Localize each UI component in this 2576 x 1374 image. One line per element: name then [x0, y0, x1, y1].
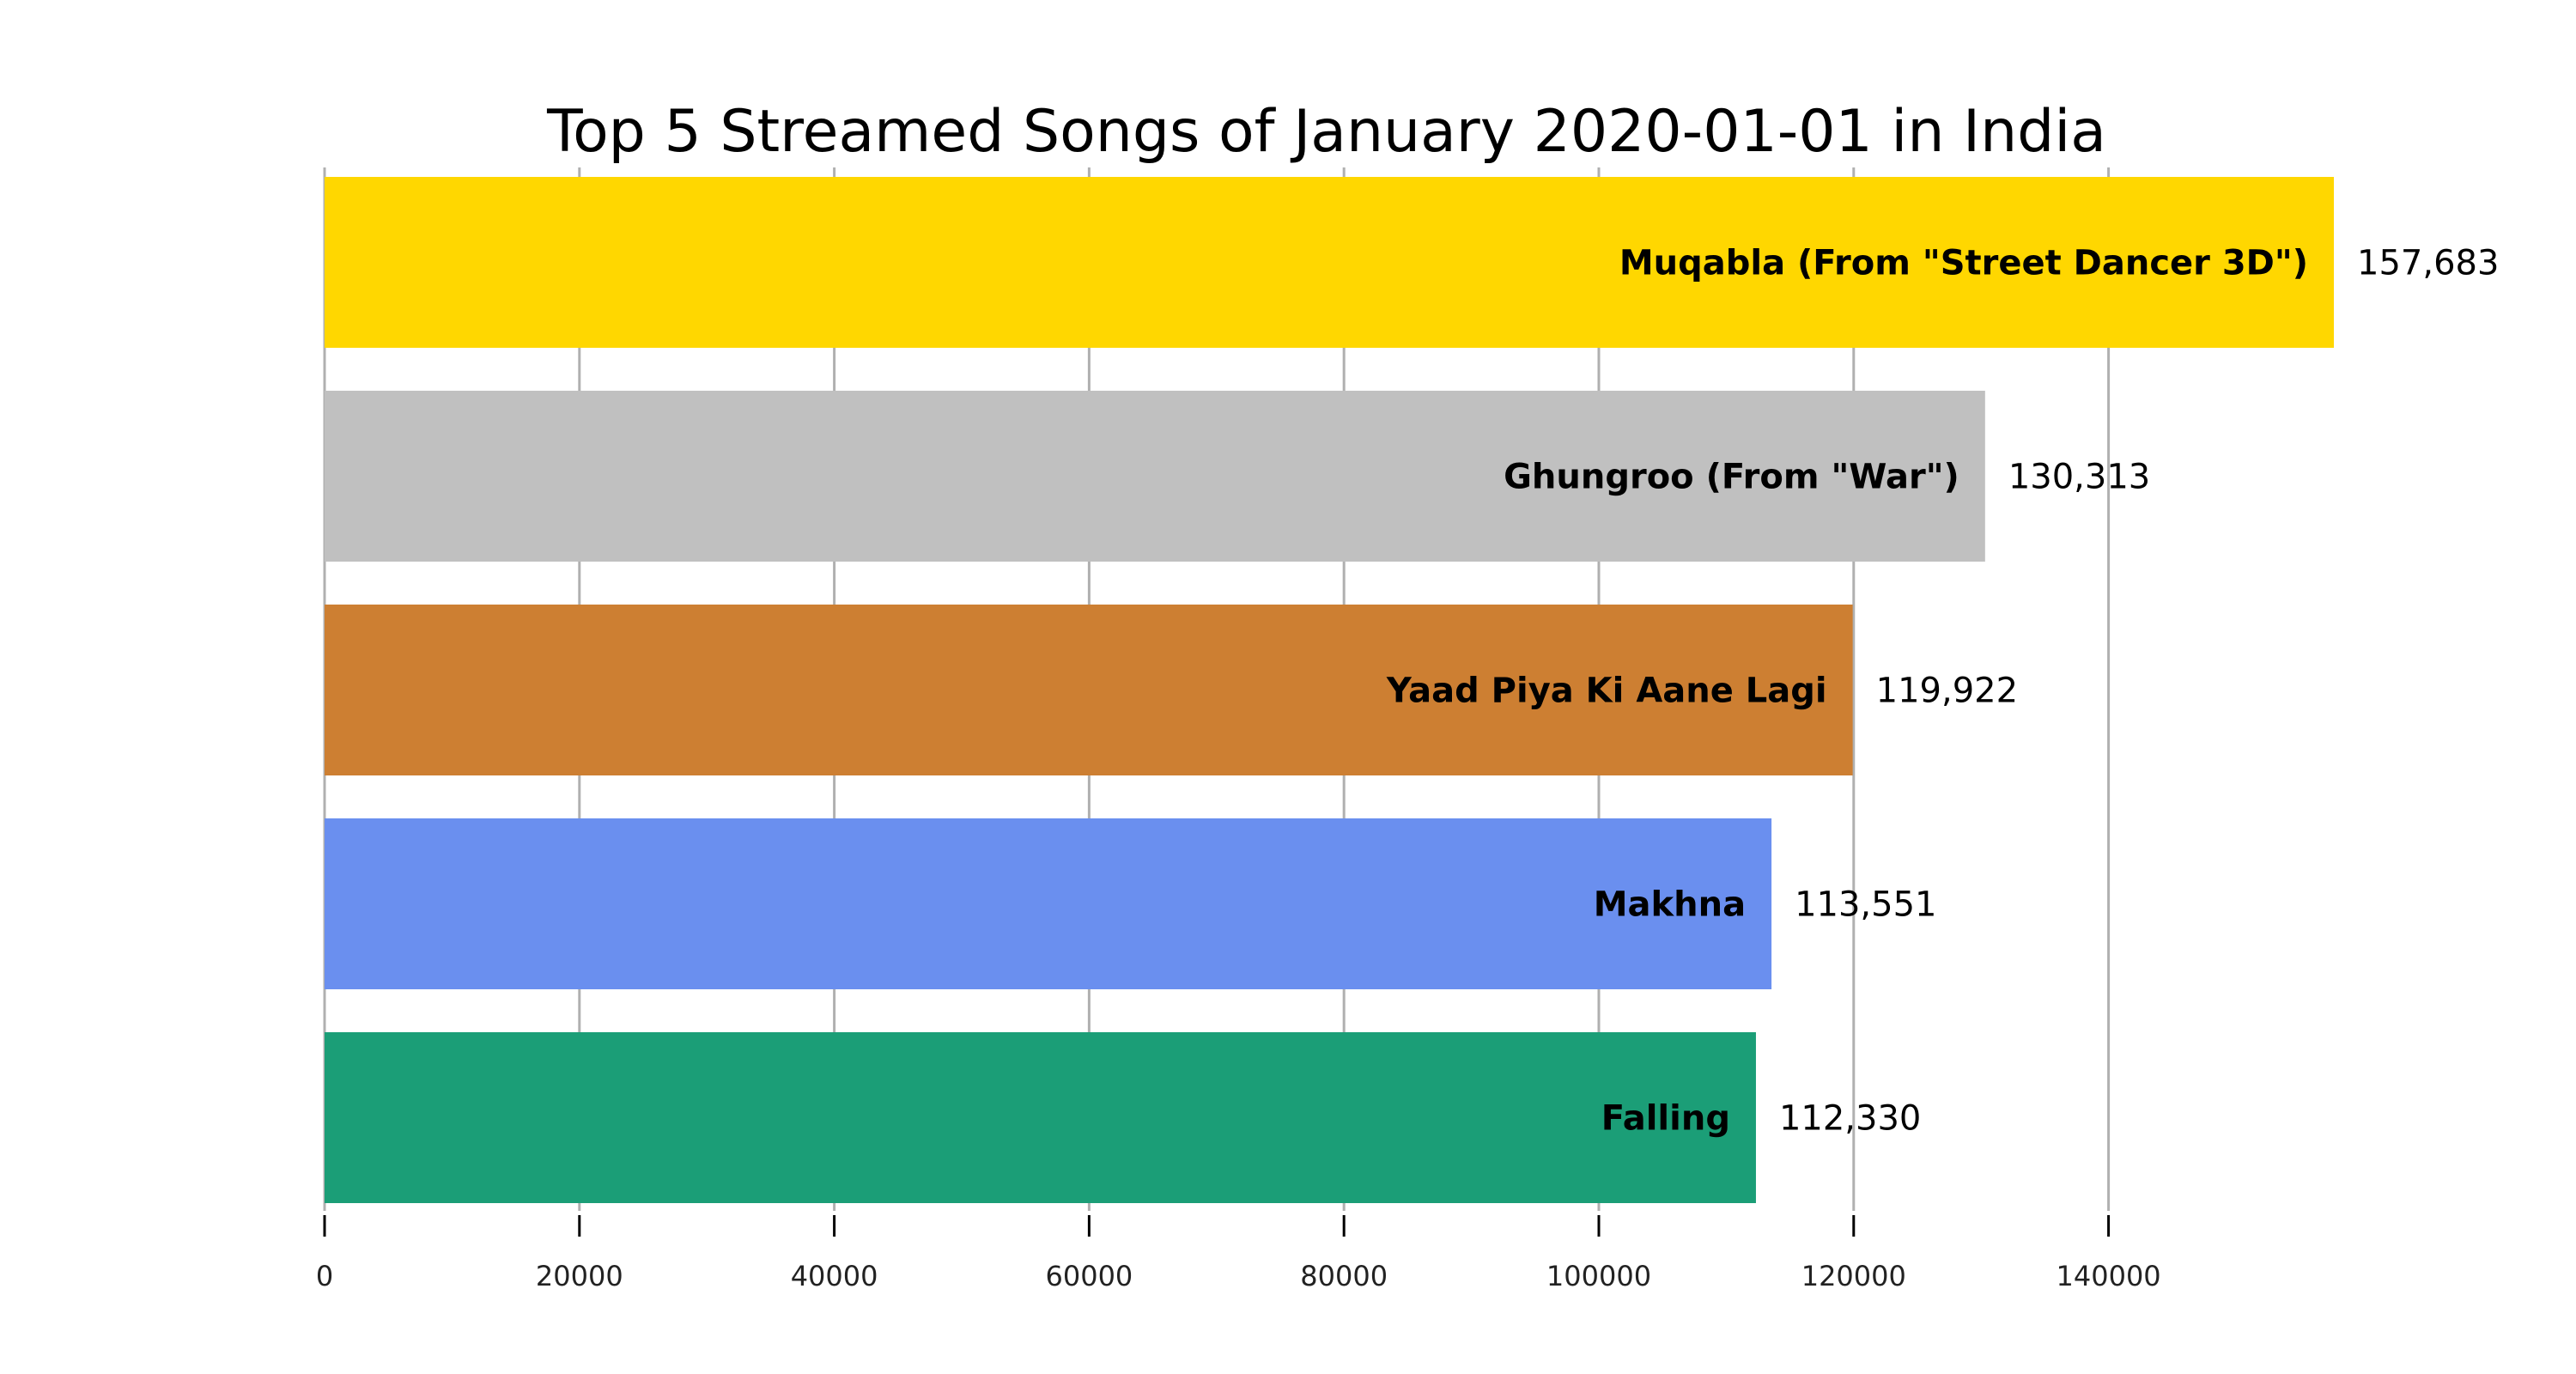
- label-layer: Muqabla (From "Street Dancer 3D") 157,683…: [1386, 244, 2500, 1139]
- bar-category-label: Yaad Piya Ki Aane Lagi: [1386, 672, 1827, 711]
- bar-value-label: 113,551: [1795, 885, 1936, 925]
- x-tick-label: 140000: [2057, 1260, 2161, 1292]
- x-tick-label: 60000: [1045, 1260, 1133, 1292]
- bar-value-label: 112,330: [1779, 1099, 1921, 1139]
- bar-category-label: Falling: [1601, 1099, 1730, 1139]
- chart-title: Top 5 Streamed Songs of January 2020-01-…: [546, 98, 2106, 166]
- x-tick-label: 40000: [791, 1260, 878, 1292]
- bar: [325, 177, 2334, 348]
- x-tick-label: 100000: [1546, 1260, 1651, 1292]
- x-tick-label: 120000: [1801, 1260, 1906, 1292]
- x-tick-label: 80000: [1300, 1260, 1388, 1292]
- bar-layer: [325, 177, 2334, 1203]
- x-tick-label: 20000: [536, 1260, 623, 1292]
- bar-category-label: Makhna: [1594, 885, 1746, 925]
- x-tick-label: 0: [316, 1260, 333, 1292]
- bar-category-label: Muqabla (From "Street Dancer 3D"): [1619, 244, 2308, 283]
- bar: [325, 391, 1985, 562]
- bar: [325, 605, 1853, 775]
- x-axis: 0 20000 40000 60000 80000 100000 120000 140000: [316, 1215, 2161, 1292]
- bar: [325, 818, 1772, 989]
- bar-category-label: Ghungroo (From "War"): [1504, 458, 1959, 497]
- bar: [325, 1032, 1756, 1203]
- bar-value-label: 130,313: [2008, 458, 2150, 497]
- bar-value-label: 119,922: [1876, 672, 2018, 711]
- bar-value-label: 157,683: [2357, 244, 2499, 283]
